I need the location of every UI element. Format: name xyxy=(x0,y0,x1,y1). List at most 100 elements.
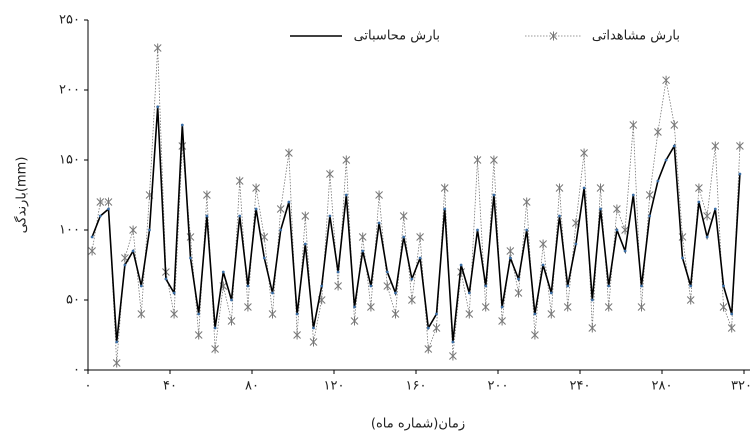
marker xyxy=(426,326,430,330)
marker xyxy=(416,232,424,242)
marker xyxy=(385,270,389,274)
marker xyxy=(623,249,627,253)
marker xyxy=(522,197,531,207)
marker xyxy=(295,312,299,316)
marker xyxy=(514,288,523,298)
marker xyxy=(533,312,537,316)
marker xyxy=(481,302,490,312)
marker xyxy=(604,302,613,312)
marker xyxy=(205,214,209,218)
marker xyxy=(399,211,408,221)
marker xyxy=(276,204,285,214)
series-line xyxy=(91,106,741,343)
marker xyxy=(465,309,474,319)
marker xyxy=(246,284,250,288)
marker xyxy=(615,228,619,232)
marker xyxy=(580,148,588,158)
marker xyxy=(555,183,564,193)
marker xyxy=(334,281,342,291)
marker xyxy=(613,204,621,214)
marker xyxy=(369,284,373,288)
marker xyxy=(312,326,315,330)
marker xyxy=(383,281,392,291)
marker xyxy=(238,214,242,218)
marker xyxy=(686,295,695,305)
marker xyxy=(336,270,340,274)
marker xyxy=(541,263,545,267)
marker xyxy=(738,172,742,176)
marker xyxy=(672,144,676,148)
marker xyxy=(353,305,356,309)
marker xyxy=(629,120,638,130)
marker xyxy=(394,291,397,295)
legend-label: بارش محاسباتی xyxy=(354,29,440,44)
marker xyxy=(107,207,110,211)
marker xyxy=(637,302,646,312)
marker xyxy=(123,263,127,267)
marker xyxy=(375,190,383,200)
marker xyxy=(695,183,703,193)
marker xyxy=(508,256,512,260)
marker xyxy=(287,200,291,204)
marker xyxy=(703,211,711,221)
marker xyxy=(440,183,449,193)
x-tick-label: ۲۴۰ xyxy=(570,379,591,394)
marker xyxy=(112,358,121,368)
marker xyxy=(435,312,438,316)
marker xyxy=(596,183,605,193)
marker xyxy=(358,232,367,242)
marker xyxy=(451,340,455,344)
marker xyxy=(722,284,725,288)
marker xyxy=(172,291,176,295)
marker xyxy=(235,176,244,186)
marker xyxy=(599,207,602,211)
marker xyxy=(689,284,693,288)
marker xyxy=(681,256,684,260)
marker xyxy=(549,31,558,41)
marker xyxy=(328,214,332,218)
marker xyxy=(137,309,146,319)
marker xyxy=(350,316,359,326)
y-tick-label: ۵۰ xyxy=(66,293,80,308)
marker xyxy=(549,291,553,295)
marker xyxy=(697,200,701,204)
marker xyxy=(525,228,529,232)
marker xyxy=(656,179,660,183)
marker xyxy=(664,158,668,162)
marker xyxy=(189,256,192,260)
marker xyxy=(432,323,441,333)
marker xyxy=(705,235,709,239)
marker xyxy=(588,323,597,333)
marker xyxy=(180,123,184,127)
marker xyxy=(326,169,334,179)
marker xyxy=(590,298,594,302)
marker xyxy=(631,193,635,197)
marker xyxy=(227,316,236,326)
marker xyxy=(654,127,662,137)
marker xyxy=(320,284,324,288)
marker xyxy=(582,186,586,190)
x-tick-label: ۲۰۰ xyxy=(488,379,509,394)
marker xyxy=(377,221,381,225)
marker xyxy=(178,141,187,151)
marker xyxy=(490,155,498,165)
marker xyxy=(115,340,119,344)
marker xyxy=(230,298,233,302)
marker xyxy=(244,302,252,312)
marker xyxy=(203,190,211,200)
x-axis-label: زمان(شماره ماه) xyxy=(371,417,465,432)
marker xyxy=(164,277,168,281)
marker xyxy=(711,141,720,151)
marker xyxy=(254,207,258,211)
marker xyxy=(197,312,201,316)
x-tick-label: ۱۶۰ xyxy=(406,379,427,394)
marker xyxy=(391,309,400,319)
marker xyxy=(402,235,406,239)
y-axis-label: بارندگی(mm) xyxy=(14,157,30,234)
x-tick-label: ۴۰ xyxy=(163,379,177,394)
marker xyxy=(88,246,96,256)
marker xyxy=(476,228,479,232)
marker xyxy=(517,277,520,281)
marker xyxy=(131,249,135,253)
